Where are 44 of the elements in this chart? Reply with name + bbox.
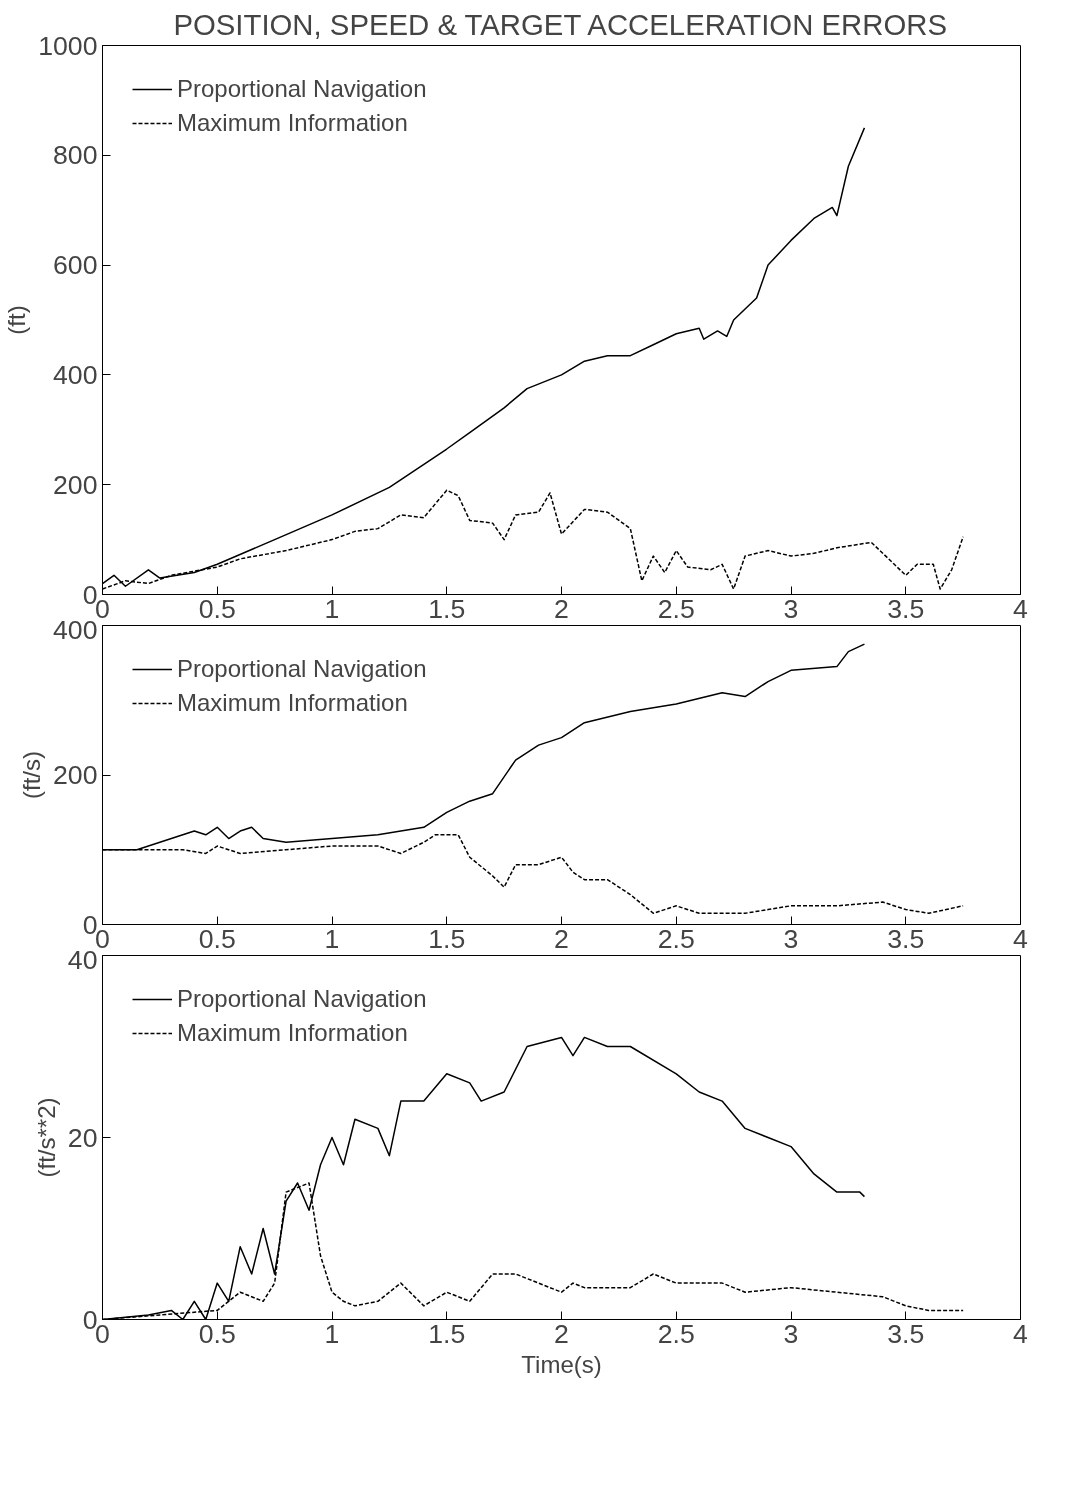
y-tick-label: 400 bbox=[53, 359, 98, 390]
legend-label: Maximum Information bbox=[177, 109, 408, 137]
x-tick-label: 3.5 bbox=[887, 593, 925, 624]
x-tick-label: 3 bbox=[783, 593, 799, 624]
y-tick-label: 600 bbox=[53, 250, 98, 281]
x-tick-label: 1 bbox=[324, 593, 340, 624]
x-tick-label: 4 bbox=[1013, 923, 1029, 954]
x-tick-label: 3.5 bbox=[887, 1318, 925, 1349]
x-tick-label: 2 bbox=[554, 923, 569, 954]
x-axis-title: Time(s) bbox=[521, 1350, 602, 1378]
x-tick-label: 3.5 bbox=[887, 923, 925, 954]
y-tick-label: 20 bbox=[67, 1122, 98, 1153]
x-tick-label: 2.5 bbox=[657, 923, 695, 954]
x-tick-label: 0.5 bbox=[198, 1318, 236, 1349]
legend-label: Proportional Navigation bbox=[177, 985, 427, 1013]
legend-label: Proportional Navigation bbox=[177, 655, 427, 683]
legend-label: Maximum Information bbox=[177, 1019, 408, 1047]
x-tick-label: 1.5 bbox=[428, 1318, 466, 1349]
chart-title: POSITION, SPEED & TARGET ACCELERATION ERRORS bbox=[173, 7, 947, 41]
x-tick-label: 2.5 bbox=[657, 1318, 695, 1349]
x-tick-label: 4 bbox=[1013, 1318, 1029, 1349]
legend-label: Maximum Information bbox=[177, 689, 408, 717]
x-tick-label: 2 bbox=[554, 593, 569, 624]
y-tick-label: 200 bbox=[53, 760, 98, 790]
x-tick-label: 3 bbox=[783, 1318, 799, 1349]
legend-label: Proportional Navigation bbox=[177, 75, 427, 103]
x-tick-label: 4 bbox=[1013, 593, 1029, 624]
x-tick-label: 1.5 bbox=[428, 593, 466, 624]
x-tick-label: 0.5 bbox=[198, 593, 236, 624]
y-axis-title: (ft/s**2) bbox=[32, 1097, 60, 1178]
x-tick-label: 1 bbox=[324, 1318, 340, 1349]
y-tick-label: 800 bbox=[53, 140, 98, 171]
x-tick-label: 0.5 bbox=[198, 923, 236, 954]
x-tick-label: 1.5 bbox=[428, 923, 466, 954]
y-axis-title: (ft/s) bbox=[18, 750, 46, 799]
y-axis-title: (ft) bbox=[3, 305, 31, 335]
x-tick-label: 2.5 bbox=[657, 593, 695, 624]
y-tick-label: 200 bbox=[53, 469, 98, 500]
y-tick-label: 40 bbox=[67, 944, 98, 975]
y-tick-label: 1000 bbox=[38, 30, 98, 61]
x-tick-label: 2 bbox=[554, 1318, 569, 1349]
x-tick-label: 1 bbox=[324, 923, 340, 954]
y-tick-label: 400 bbox=[53, 614, 98, 645]
x-tick-label: 3 bbox=[783, 923, 799, 954]
